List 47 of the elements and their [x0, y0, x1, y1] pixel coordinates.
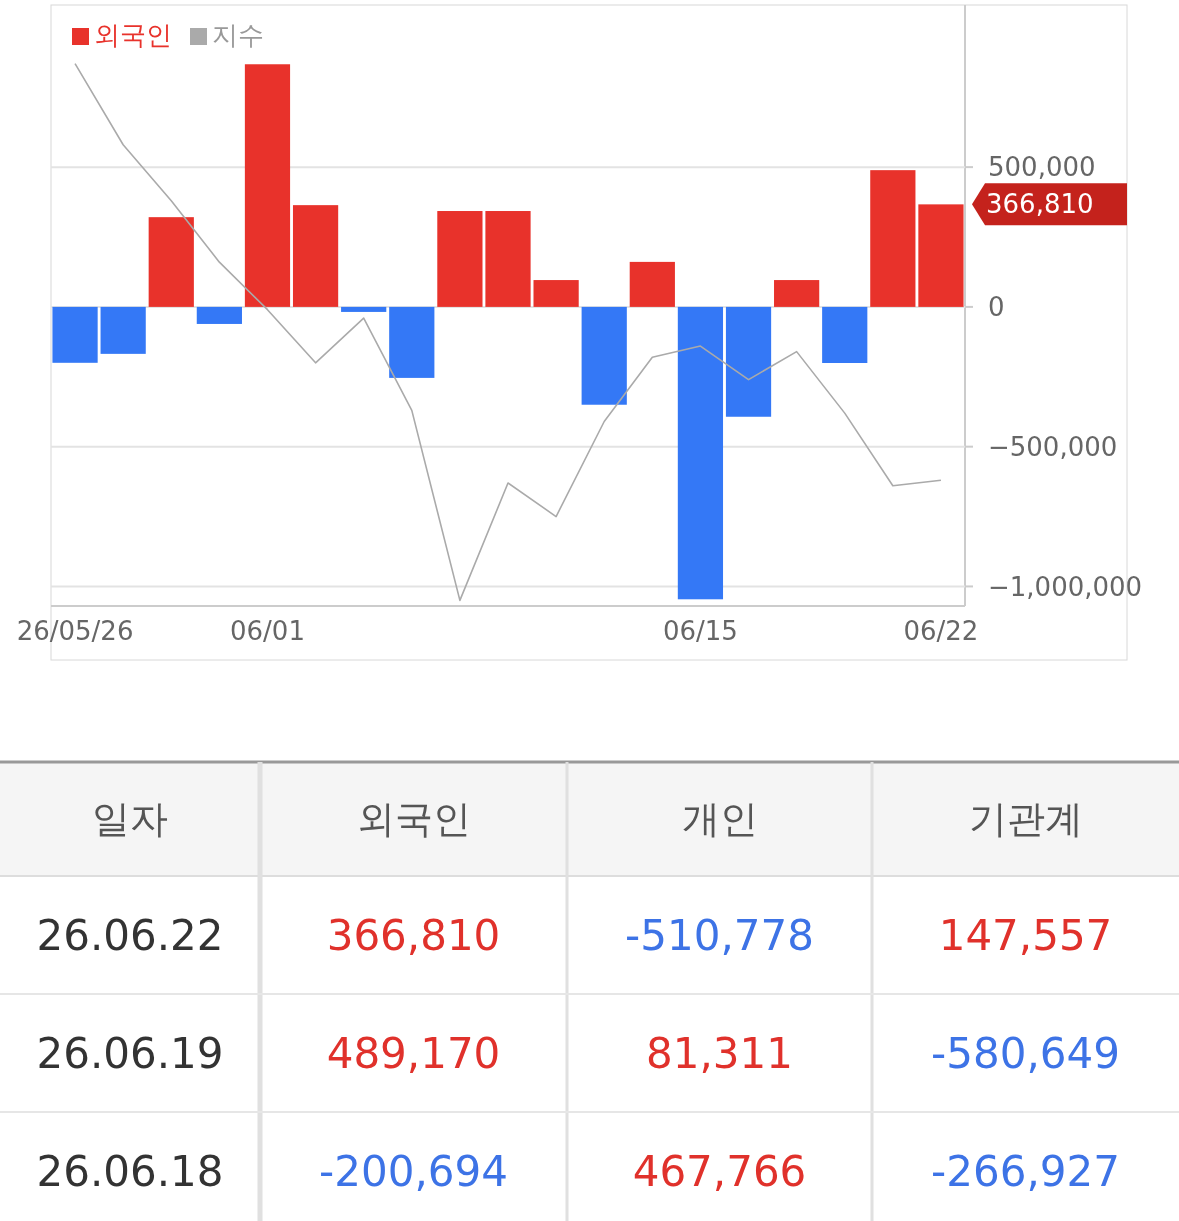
- bar: [292, 205, 339, 307]
- y-tick-label: 500,000: [988, 152, 1096, 183]
- bar: [341, 306, 387, 312]
- x-tick-label: 06/01: [230, 616, 305, 646]
- bar: [725, 306, 772, 417]
- category-label: 기관계: [968, 797, 1083, 842]
- bar: [196, 306, 242, 324]
- text: 81,311: [646, 1028, 793, 1078]
- category-label: 26.06.22: [36, 910, 224, 960]
- category-label: 개인: [681, 797, 758, 842]
- category-label: 26.06.18: [36, 1146, 224, 1196]
- x-tick-label: 06/22: [903, 616, 979, 646]
- bar: [677, 306, 724, 600]
- x-tick-label: 06/15: [662, 616, 738, 646]
- text: 366,810: [986, 189, 1094, 220]
- bar: [533, 280, 579, 307]
- bar: [870, 170, 916, 307]
- legend-label: 지수: [212, 20, 264, 50]
- text: 489,170: [326, 1028, 501, 1078]
- y-tick-label: 0: [988, 292, 1005, 322]
- bar: [437, 211, 483, 307]
- text: 147,557: [938, 910, 1113, 960]
- line-series: [74, 62, 942, 602]
- bar: [389, 306, 435, 378]
- text: 일자: [92, 797, 168, 842]
- text: -580,649: [931, 1028, 1120, 1078]
- bar: [629, 261, 675, 307]
- y-tick-label: −1,000,000: [988, 571, 1143, 602]
- y-tick-label: −500,000: [988, 431, 1118, 462]
- category-label: 26.06.19: [36, 1028, 224, 1078]
- bar: [581, 306, 627, 405]
- text: -200,694: [319, 1146, 508, 1196]
- category-label: 외국인: [356, 797, 471, 842]
- bar: [822, 306, 868, 363]
- bar: [52, 306, 98, 363]
- text: 467,766: [632, 1146, 807, 1196]
- text: -510,778: [625, 910, 814, 960]
- legend-label: 외국인: [94, 20, 172, 50]
- bar: [100, 306, 146, 354]
- bar: [918, 204, 964, 307]
- bar: [244, 64, 291, 307]
- text: 366,810: [326, 910, 501, 960]
- bar: [774, 280, 820, 307]
- x-tick-label: 26/05/26: [16, 616, 134, 646]
- text: -266,927: [931, 1146, 1120, 1196]
- bar: [485, 211, 531, 307]
- bar: [148, 217, 194, 307]
